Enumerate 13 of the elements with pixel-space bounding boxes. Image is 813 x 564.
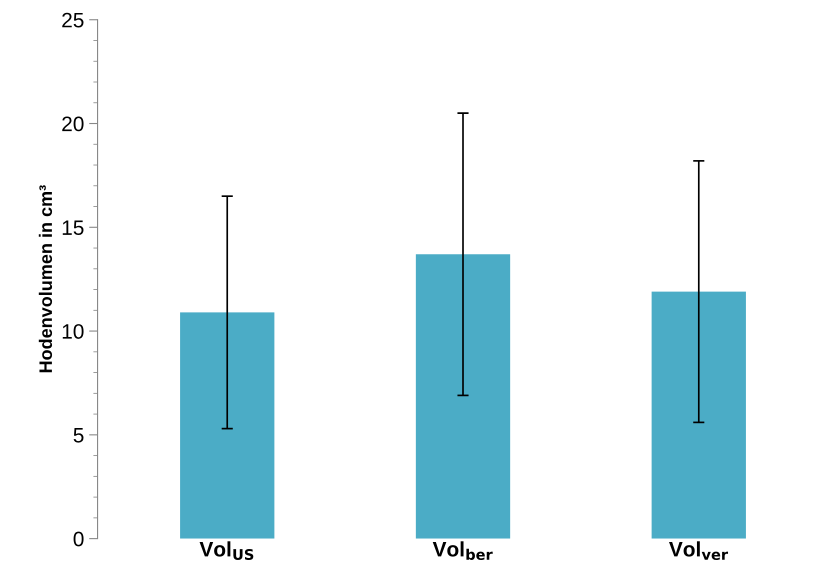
bar [416, 254, 510, 539]
y-tick-label: 0 [74, 532, 84, 546]
y-axis-title: Hodenvolumen in cm³ [38, 185, 52, 372]
x-tick-label: Vol$_{ber}$ [432, 541, 493, 560]
y-tick-label: 10 [62, 324, 84, 339]
y-tick-label: 15 [62, 220, 84, 236]
x-tick-label: Vol$_{ver}$ [669, 541, 728, 560]
bar [180, 312, 274, 539]
y-tick-label: 25 [62, 12, 84, 28]
y-tick-label: 20 [62, 116, 84, 132]
bar [652, 292, 746, 539]
y-tick-label: 5 [74, 428, 84, 443]
x-tick-label: Vol$_{US}$ [200, 541, 254, 560]
